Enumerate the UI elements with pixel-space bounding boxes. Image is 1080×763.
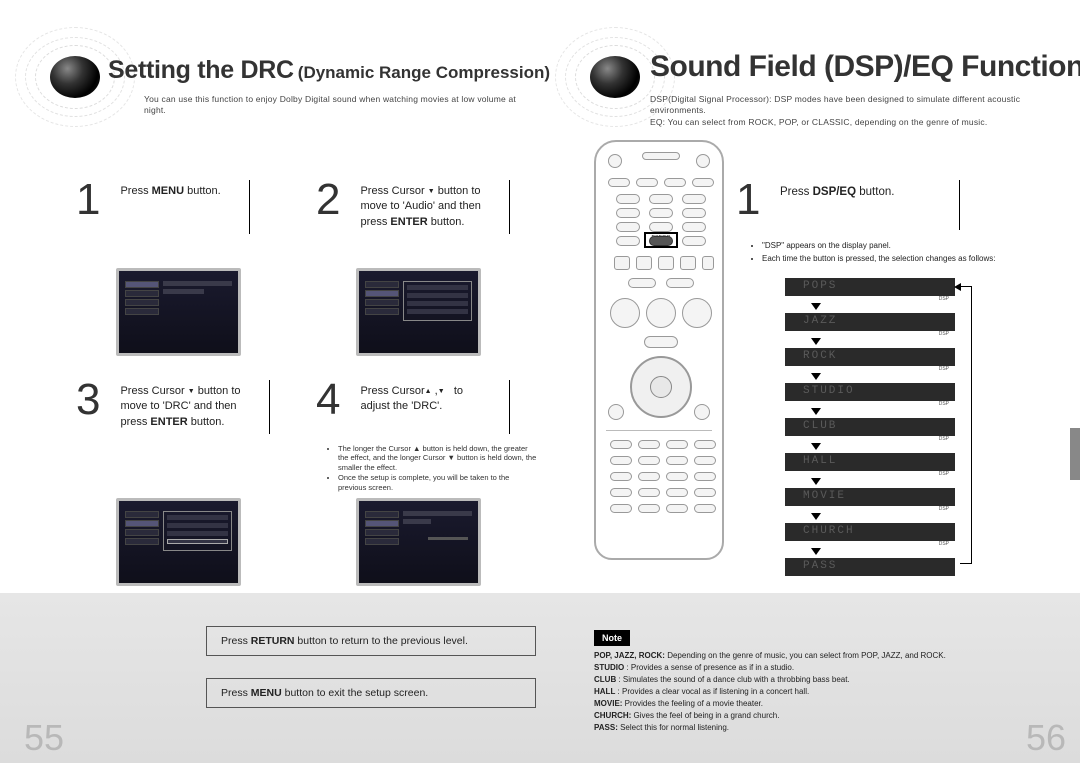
down-arrow-icon xyxy=(811,338,821,345)
step-2-text: Press Cursor ▼ button to move to 'Audio'… xyxy=(360,180,510,234)
mode-bar-pops: POPS xyxy=(785,278,955,296)
down-arrow-icon xyxy=(811,443,821,450)
step-4-num: 4 xyxy=(316,380,356,420)
right-step-1: 1 xyxy=(736,180,776,220)
side-tab xyxy=(1070,428,1080,480)
right-step-1-text: Press DSP/EQ button. xyxy=(780,180,960,230)
step-3: 3 Press Cursor ▼ button to move to 'DRC'… xyxy=(76,380,270,434)
return-instruction: Press RETURN button to return to the pre… xyxy=(206,626,536,656)
down-arrow-icon xyxy=(811,513,821,520)
remote-control: DSP/EQ xyxy=(594,140,724,560)
tv-screenshot-3 xyxy=(116,498,241,586)
step-1-num: 1 xyxy=(76,180,116,220)
note-item: HALL : Provides a clear vocal as if list… xyxy=(594,686,1064,698)
down-arrow-icon: ▼ xyxy=(438,388,445,395)
down-arrow-icon: ▼ xyxy=(188,388,195,395)
mode-chain-return-arrow xyxy=(960,286,972,564)
step-1: 1 Press MENU button. xyxy=(76,180,250,234)
dpad xyxy=(630,356,692,418)
left-title-main: Setting the DRC xyxy=(108,56,294,85)
down-arrow-icon xyxy=(811,478,821,485)
left-intro: You can use this function to enjoy Dolby… xyxy=(144,94,524,117)
step-3-text: Press Cursor ▼ button to move to 'DRC' a… xyxy=(120,380,270,434)
note-item: CHURCH: Gives the feel of being in a gra… xyxy=(594,710,1064,722)
step-3-num: 3 xyxy=(76,380,116,420)
right-step-1-num: 1 xyxy=(736,180,776,220)
right-bullets: "DSP" appears on the display panel. Each… xyxy=(750,240,1070,266)
dsp-mode-chain: POPSDSPJAZZDSPROCKDSPSTUDIODSPCLUBDSPHAL… xyxy=(785,278,965,578)
mode-bar-studio: STUDIO xyxy=(785,383,955,401)
step-2-num: 2 xyxy=(316,180,356,220)
step-4: 4 Press Cursor▲ ,▼ to adjust the 'DRC'. xyxy=(316,380,510,434)
down-arrow-icon xyxy=(811,408,821,415)
note-tag: Note xyxy=(594,628,630,646)
mode-bar-hall: HALL xyxy=(785,453,955,471)
note-item: PASS: Select this for normal listening. xyxy=(594,722,1064,734)
note-item: CLUB : Simulates the sound of a dance cl… xyxy=(594,674,1064,686)
left-title-sub: (Dynamic Range Compression) xyxy=(298,63,550,83)
step-1-text: Press MENU button. xyxy=(120,180,250,234)
page-number-left: 55 xyxy=(24,717,64,759)
down-arrow-icon xyxy=(811,303,821,310)
note-item: MOVIE: Provides the feeling of a movie t… xyxy=(594,698,1064,710)
mode-bar-movie: MOVIE xyxy=(785,488,955,506)
note-list: POP, JAZZ, ROCK: Depending on the genre … xyxy=(594,650,1064,734)
step-4-notes: The longer the Cursor ▲ button is held d… xyxy=(328,444,538,493)
note-item: POP, JAZZ, ROCK: Depending on the genre … xyxy=(594,650,1064,662)
down-arrow-icon: ▼ xyxy=(428,188,435,195)
mode-bar-rock: ROCK xyxy=(785,348,955,366)
mode-bar-jazz: JAZZ xyxy=(785,313,955,331)
step-2: 2 Press Cursor ▼ button to move to 'Audi… xyxy=(316,180,510,234)
menu-exit-instruction: Press MENU button to exit the setup scre… xyxy=(206,678,536,708)
step-4-text: Press Cursor▲ ,▼ to adjust the 'DRC'. xyxy=(360,380,510,434)
up-arrow-icon: ▲ xyxy=(425,388,432,395)
down-arrow-icon xyxy=(811,373,821,380)
manual-spread: Setting the DRC (Dynamic Range Compressi… xyxy=(0,0,1080,763)
mode-bar-church: CHURCH xyxy=(785,523,955,541)
tv-screenshot-1 xyxy=(116,268,241,356)
mode-bar-club: CLUB xyxy=(785,418,955,436)
right-intro: DSP(Digital Signal Processor): DSP modes… xyxy=(650,94,1070,128)
down-arrow-icon xyxy=(811,548,821,555)
tv-screenshot-2 xyxy=(356,268,481,356)
note-item: STUDIO : Provides a sense of presence as… xyxy=(594,662,1064,674)
right-title: Sound Field (DSP)/EQ Function xyxy=(650,50,1080,84)
left-title: Setting the DRC (Dynamic Range Compressi… xyxy=(108,56,550,85)
tv-screenshot-4 xyxy=(356,498,481,586)
mode-bar-pass: PASS xyxy=(785,558,955,576)
